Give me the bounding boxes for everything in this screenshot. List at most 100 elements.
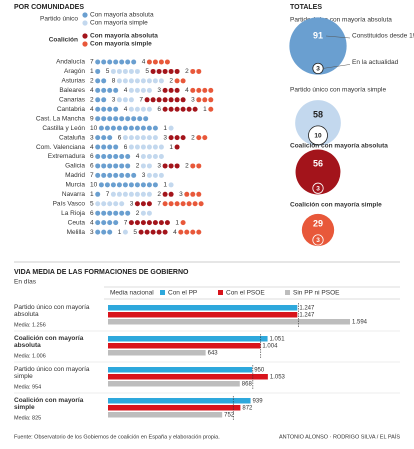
region-label: Melilla [67,229,86,236]
dot [101,229,107,235]
count-label: 2 [169,78,173,85]
media-label: Media: 954 [14,384,41,390]
dot-group [95,97,107,103]
dot [113,106,119,112]
dot-group [95,116,149,122]
count-label: 1 [163,125,167,132]
region-label: Navarra [62,191,86,198]
dot [95,220,101,226]
dot [174,106,180,112]
dot [107,59,113,65]
dot [168,135,174,141]
dot [144,229,150,235]
dot [107,154,113,159]
dot-group [168,135,186,141]
dot [122,135,128,141]
dot [146,163,152,169]
dot-group [162,191,174,197]
dot [101,78,107,84]
dot-group [190,87,214,93]
dot-group [134,201,152,207]
dot [196,135,202,141]
dot-group [162,87,180,93]
dot [144,97,150,103]
dot [168,97,174,103]
section-title: POR COMUNIDADES [14,4,84,11]
dot [128,97,134,103]
value-label: 1.004 [262,344,278,350]
dot [125,59,131,65]
dot [101,135,107,141]
count-label: 1 [175,219,179,226]
count-label: 7 [157,200,161,207]
dot-group [98,125,158,131]
count-label: 5 [133,229,137,236]
bar [108,367,253,373]
dot [140,163,146,169]
dot [119,210,125,216]
group-label: Coalición con mayoría simple [14,397,84,411]
dot-group [95,229,113,235]
dot [134,125,140,131]
count-label: 5 [90,200,94,207]
dot [113,87,119,93]
count-label: 4 [90,219,94,226]
dot [122,78,128,84]
legend-label: Con el PSOE [226,290,265,297]
dot [101,154,107,159]
dot [137,116,143,122]
count-label: 1 [118,229,122,236]
dot-group [95,106,119,112]
dot [95,59,101,65]
dot-group [95,144,119,150]
dot [125,163,131,169]
dot [107,229,113,235]
count-label: 1 [203,106,207,113]
dot-group [178,229,202,235]
legend-label: Con mayoría absoluta [90,33,158,40]
count-label: 5 [106,68,110,75]
dot [134,87,140,93]
region-label: Murcia [65,182,85,189]
dot [208,97,214,103]
dot [174,78,180,84]
dot-group [140,210,152,216]
dot [101,59,107,65]
dot [152,144,158,150]
dot [152,154,158,159]
annotation: Constituidos desde 1980 [352,33,414,40]
chart-title: VIDA MEDIA DE LAS FORMACIONES DE GOBIERN… [14,269,189,276]
dot [174,163,180,169]
dot [101,144,107,150]
dot [190,68,196,74]
dot [146,135,152,141]
credit: ANTONIO ALONSO · RODRIGO SILVA / EL PAÍS [279,433,400,440]
dot [95,135,101,141]
dot [110,191,116,197]
count-label: 6 [124,144,128,151]
dot [122,97,128,103]
dot [208,87,214,93]
dot-group [184,191,202,197]
count-label: 2 [185,163,189,170]
region-label: Ceuta [68,219,86,226]
dot [152,78,158,84]
region-label: Baleares [59,87,85,94]
actual-value: 3 [316,66,320,73]
count-label: 6 [90,153,94,160]
count-label: 4 [90,87,94,94]
dot [104,125,110,131]
count-label: 4 [142,59,146,66]
dot [110,68,116,74]
count-label: 7 [90,59,94,66]
dot [110,182,116,188]
dot-group [162,163,180,169]
total-value: 29 [313,219,323,229]
dot [150,68,156,74]
dot [101,106,107,112]
dot [95,191,101,197]
legend-swatch [285,290,290,295]
dot [143,116,149,122]
dot [146,59,152,65]
